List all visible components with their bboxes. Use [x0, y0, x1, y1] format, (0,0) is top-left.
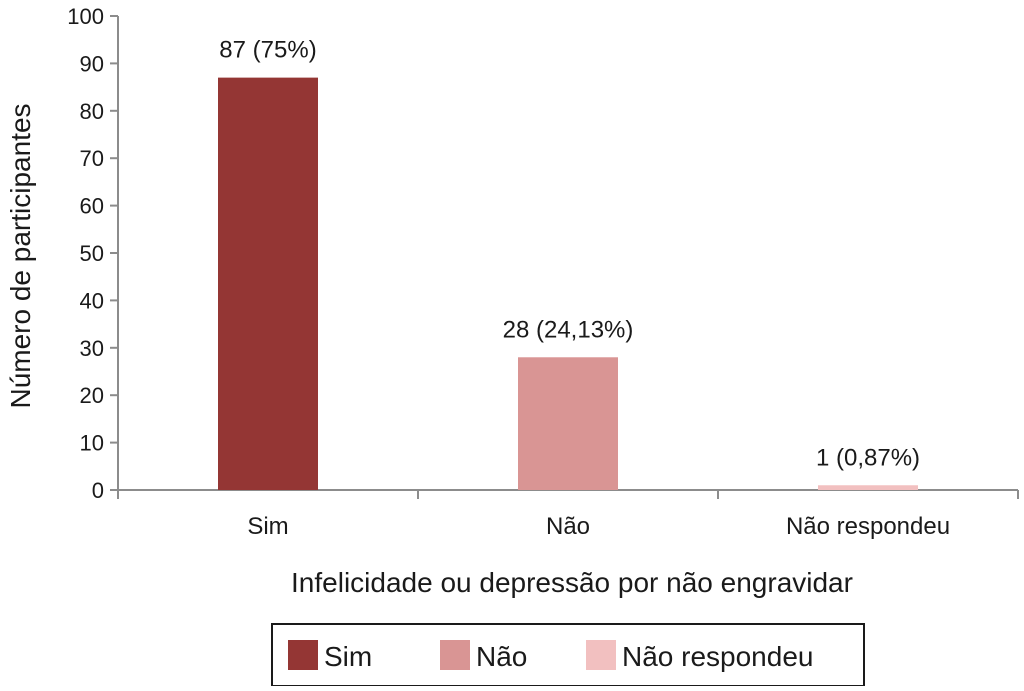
data-label: 1 (0,87%): [816, 444, 920, 471]
x-axis-title: Infelicidade ou depressão por não engrav…: [291, 567, 853, 598]
bar-2: [518, 357, 618, 490]
y-tick-label: 50: [80, 241, 104, 266]
y-axis-title: Número de participantes: [5, 103, 36, 408]
legend-entry: Sim: [324, 641, 372, 672]
category-label: Não: [546, 513, 590, 540]
y-tick-label: 80: [80, 99, 104, 124]
y-tick-label: 0: [92, 478, 104, 503]
bar-3: [818, 485, 918, 490]
bar-1: [218, 77, 318, 491]
legend-box: [271, 623, 865, 687]
legend-entry: Não: [476, 641, 527, 672]
y-tick-label: 60: [80, 194, 104, 219]
legend: Sim Não Não respondeu: [271, 623, 865, 687]
legend-swatch: [440, 640, 470, 670]
y-tick-label: 40: [80, 288, 104, 313]
y-tick-label: 100: [67, 4, 104, 29]
y-tick-label: 10: [80, 431, 104, 456]
data-label: 28 (24,13%): [503, 316, 634, 343]
y-tick-label: 70: [80, 146, 104, 171]
y-tick-label: 30: [80, 336, 104, 361]
data-label: 87 (75%): [219, 37, 316, 64]
category-label: Não respondeu: [786, 513, 950, 540]
y-tick-label: 90: [80, 51, 104, 76]
y-tick-label: 20: [80, 383, 104, 408]
legend-swatch: [586, 640, 616, 670]
legend-entry: Não respondeu: [622, 641, 813, 672]
legend-swatch: [288, 640, 318, 670]
category-label: Sim: [247, 513, 288, 540]
